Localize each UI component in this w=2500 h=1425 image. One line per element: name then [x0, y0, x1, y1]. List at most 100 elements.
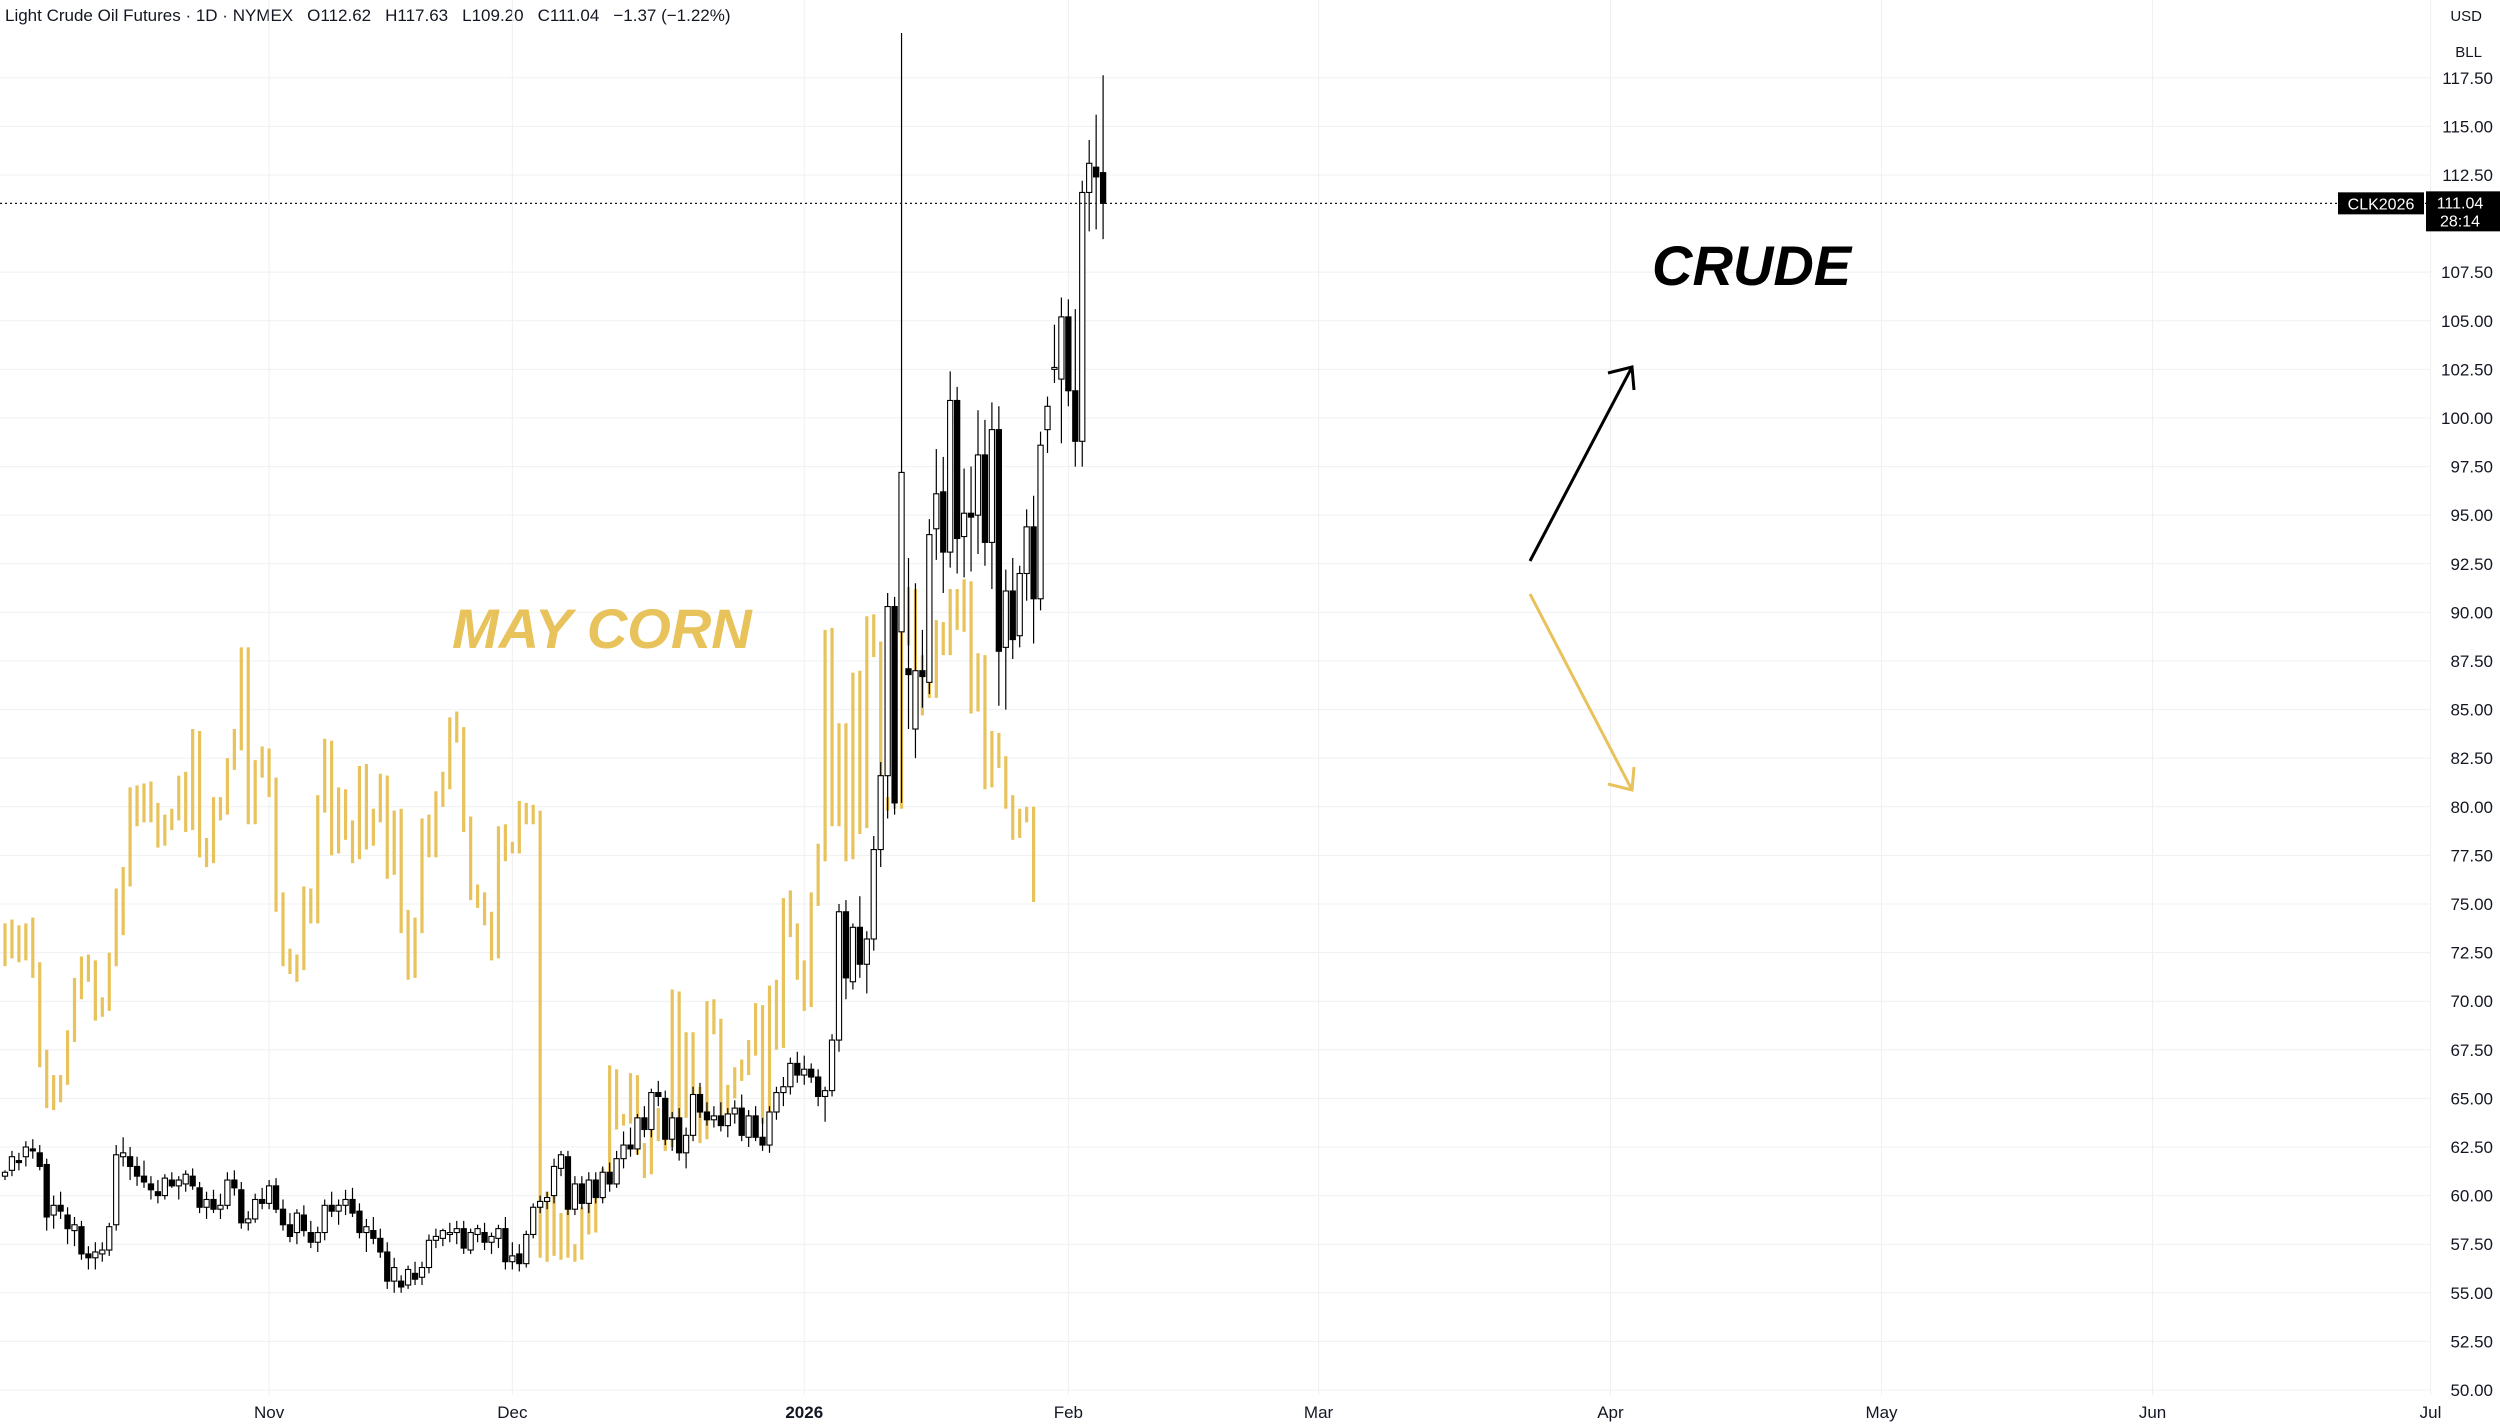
y-tick-label: 115.00	[2442, 117, 2493, 136]
crude-candle-body	[252, 1198, 259, 1220]
crude-candle-body	[439, 1230, 446, 1239]
crude-candle	[495, 1224, 502, 1249]
crude-candle	[953, 386, 961, 574]
crude-candle-body	[377, 1237, 384, 1253]
crude-candle-body	[15, 1160, 23, 1164]
crude-candle	[960, 468, 968, 578]
crude-candle-body	[592, 1179, 599, 1199]
crude-candle-body	[933, 493, 940, 530]
crude-candle	[154, 1180, 162, 1204]
y-tick-label: 80.00	[2450, 798, 2493, 817]
price-axis: 117.50 115.00 112.50 107.50 105.00 102.50 100.…	[2441, 69, 2493, 1400]
crude-candle	[57, 1191, 64, 1219]
crude-candle-body	[1044, 405, 1051, 431]
crude-candle	[328, 1191, 335, 1217]
crude-candle	[543, 1191, 551, 1210]
x-tick-label: 2026	[785, 1403, 823, 1422]
ohlc-open: O112.62	[307, 6, 372, 25]
crude-candle-body	[397, 1280, 405, 1288]
crude-candle-body	[877, 775, 884, 851]
crude-candle	[238, 1181, 245, 1229]
currency-label[interactable]: USD	[2450, 8, 2482, 25]
crude-candle	[321, 1199, 328, 1241]
crude-candle-body	[71, 1224, 78, 1232]
crude-candle-body	[870, 849, 877, 940]
time-axis: Nov Dec 2026 Feb Mar Apr May Jun Jul	[254, 1403, 2441, 1422]
crude-candle-body	[717, 1115, 724, 1127]
crude-candle-body	[182, 1173, 189, 1185]
crude-candle-body	[57, 1204, 64, 1212]
crude-candle-body	[1016, 572, 1023, 637]
crude-candle-body	[335, 1204, 342, 1212]
crude-candle	[29, 1139, 36, 1159]
y-tick-label: 107.50	[2441, 263, 2493, 282]
crude-candle-body	[8, 1156, 16, 1171]
y-tick-label: 72.50	[2450, 944, 2493, 963]
crude-candle	[293, 1209, 301, 1245]
crude-candle	[43, 1158, 50, 1231]
crude-candle	[481, 1222, 488, 1251]
crude-candle	[1030, 495, 1037, 644]
crude-candle-body	[1093, 166, 1100, 178]
crude-candle	[265, 1180, 273, 1210]
crude-candle	[745, 1110, 752, 1147]
crude-candle-body	[370, 1230, 377, 1239]
crude-candle-body	[488, 1235, 495, 1243]
crude-candle-body	[662, 1097, 669, 1140]
unit-label[interactable]: BLL	[2455, 44, 2482, 61]
crude-candle	[133, 1156, 141, 1186]
crude-candle	[731, 1100, 738, 1124]
crude-candle	[863, 931, 870, 994]
crude-candle-body	[648, 1092, 655, 1131]
crude-candle	[258, 1187, 266, 1210]
crude-candle	[703, 1102, 711, 1126]
crude-candle	[773, 1086, 780, 1120]
crude-candle	[1044, 396, 1051, 453]
crude-candle-body	[1072, 390, 1079, 442]
crude-candle-body	[1002, 590, 1009, 648]
crude-candle	[814, 1069, 822, 1107]
crude-candle-body	[571, 1183, 579, 1210]
crude-candle-body	[314, 1231, 321, 1243]
crude-candle-body	[828, 1039, 836, 1092]
crude-candle	[606, 1162, 613, 1192]
crude-candle-body	[300, 1214, 307, 1232]
crude-candle-body	[821, 1090, 829, 1098]
countdown-timer: 28:14	[2440, 213, 2480, 230]
crude-candle-body	[85, 1253, 92, 1259]
crude-candle-body	[384, 1251, 391, 1282]
crude-candle	[724, 1108, 731, 1138]
crude-candle	[808, 1063, 815, 1083]
crude-candle-body	[391, 1266, 398, 1282]
y-tick-label: 70.00	[2450, 992, 2493, 1011]
crude-candle-body	[842, 911, 850, 979]
crude-candle-body	[349, 1198, 356, 1214]
crude-candle-body	[210, 1198, 217, 1210]
crude-candle-body	[724, 1113, 731, 1127]
crude-candle	[147, 1176, 155, 1200]
crude-candle-body	[509, 1255, 516, 1263]
crude-candle	[689, 1086, 697, 1142]
crude-candle	[947, 371, 954, 568]
crude-candle	[641, 1106, 648, 1138]
crude-candle	[335, 1199, 342, 1225]
crude-candle-body	[773, 1092, 780, 1113]
crude-candle	[446, 1222, 453, 1243]
y-tick-label: 62.50	[2450, 1138, 2493, 1157]
crude-candle	[766, 1106, 773, 1153]
crude-candle	[669, 1112, 676, 1151]
y-tick-label: 82.50	[2450, 749, 2493, 768]
crude-candle	[509, 1242, 516, 1270]
x-tick-label: Nov	[254, 1403, 285, 1422]
crude-candle	[1079, 180, 1086, 467]
y-tick-label: 75.00	[2450, 895, 2493, 914]
crude-candle	[64, 1207, 71, 1245]
crude-candle	[126, 1146, 134, 1181]
crude-candle	[835, 903, 843, 1052]
crude-candle	[370, 1216, 377, 1245]
crude-candle	[592, 1172, 599, 1204]
crude-candle-body	[238, 1189, 245, 1224]
crude-candle-body	[140, 1175, 148, 1183]
crude-candle	[710, 1106, 718, 1128]
